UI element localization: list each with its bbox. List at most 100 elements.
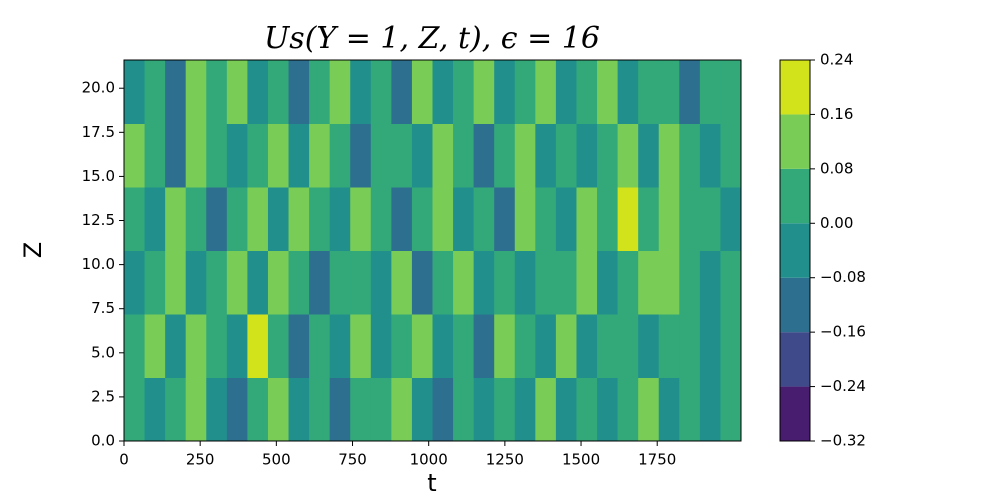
contour-cell xyxy=(617,123,639,188)
contour-cell xyxy=(658,377,680,441)
contour-cell xyxy=(555,60,577,124)
contour-cell xyxy=(206,123,228,188)
contour-cell xyxy=(473,187,495,251)
contour-cell xyxy=(720,123,741,188)
contour-cell xyxy=(370,377,392,441)
contour-cell xyxy=(658,314,680,378)
contour-cell xyxy=(206,314,228,378)
contour-cell xyxy=(638,314,660,378)
contour-cell xyxy=(206,187,228,251)
contour-cell xyxy=(288,377,310,441)
contour-field xyxy=(124,60,741,441)
contour-cell xyxy=(350,60,372,124)
contour-cell xyxy=(309,123,331,188)
contour-cell xyxy=(679,377,701,441)
contour-cell xyxy=(597,377,619,441)
contour-cell xyxy=(679,123,701,188)
plot-frame xyxy=(123,59,742,442)
contour-cell xyxy=(309,60,331,124)
contour-cell xyxy=(370,123,392,188)
x-tick-label: 750 xyxy=(338,451,367,469)
colorbar-tick-label: 0.16 xyxy=(820,105,853,123)
contour-cell xyxy=(514,314,536,378)
contour-cell xyxy=(267,123,290,188)
contour-cell xyxy=(494,250,516,315)
colorbar-tick-label: −0.32 xyxy=(820,432,866,450)
contour-cell xyxy=(185,377,207,441)
y-tick-label: 15.0 xyxy=(82,167,115,185)
colorbar-tick-label: −0.24 xyxy=(820,377,866,395)
contour-cell xyxy=(309,377,331,441)
contour-cell xyxy=(679,60,701,124)
contour-cell xyxy=(247,250,269,315)
contour-cell xyxy=(185,250,207,315)
contour-cell xyxy=(679,187,701,251)
contour-cell xyxy=(597,250,619,315)
contour-cell xyxy=(494,187,516,251)
colorbar-band xyxy=(780,114,810,169)
x-tick-label: 500 xyxy=(262,451,291,469)
contour-cell xyxy=(535,60,557,124)
contour-cell xyxy=(720,377,741,441)
contour-cell xyxy=(185,314,207,378)
contour-cell xyxy=(309,187,331,251)
contour-cell xyxy=(309,314,331,378)
contour-cell xyxy=(185,187,207,251)
colorbar-band xyxy=(780,168,810,224)
colorbar-tick-label: 0.24 xyxy=(820,51,853,69)
contour-cell xyxy=(597,123,619,188)
contour-cell xyxy=(226,250,248,315)
contour-cell xyxy=(597,314,619,378)
contour-cell xyxy=(453,314,475,378)
y-tick-label: 2.5 xyxy=(91,387,115,405)
x-tick-label: 0 xyxy=(119,451,129,469)
contour-cell xyxy=(658,250,680,315)
contour-cell xyxy=(576,187,598,251)
contour-cell xyxy=(699,250,721,315)
contour-cell xyxy=(329,377,351,441)
contour-cell xyxy=(329,123,351,188)
contour-cell xyxy=(555,314,577,378)
contour-cell xyxy=(638,60,660,124)
contour-cell xyxy=(432,314,454,378)
contour-cell xyxy=(617,314,639,378)
contour-cell xyxy=(288,123,310,188)
contour-cell xyxy=(267,187,290,251)
contour-cell xyxy=(699,123,721,188)
contour-cell xyxy=(391,314,413,378)
chart-title: Us(Y = 1, Z, t), ϵ = 16 xyxy=(264,21,600,56)
contour-cell xyxy=(124,123,146,188)
contour-cell xyxy=(370,60,392,124)
contour-cell xyxy=(247,314,269,378)
contour-cell xyxy=(597,187,619,251)
contour-cell xyxy=(720,187,741,251)
y-tick-label: 10.0 xyxy=(82,255,115,273)
contour-cell xyxy=(165,187,187,251)
contour-cell xyxy=(453,60,475,124)
contour-cell xyxy=(247,187,269,251)
colorbar-tick-label: 0.08 xyxy=(820,159,853,177)
contour-cell xyxy=(638,187,660,251)
contour-cell xyxy=(288,250,310,315)
contour-cell xyxy=(514,60,536,124)
contour-cell xyxy=(247,377,269,441)
contour-cell xyxy=(535,123,557,188)
contour-cell xyxy=(350,314,372,378)
colorbar-tick-label: 0.00 xyxy=(820,214,853,232)
contour-cell xyxy=(370,314,392,378)
contour-cell xyxy=(473,250,495,315)
contour-cell xyxy=(350,123,372,188)
contour-cell xyxy=(514,123,536,188)
contour-cell xyxy=(185,123,207,188)
x-tick-label: 1250 xyxy=(486,451,524,469)
contour-cell xyxy=(288,314,310,378)
contour-cell xyxy=(658,187,680,251)
contour-cell xyxy=(473,123,495,188)
contour-cell xyxy=(226,123,248,188)
contour-cell xyxy=(679,250,701,315)
contour-cell xyxy=(267,314,290,378)
contour-cell xyxy=(329,250,351,315)
y-tick-label: 7.5 xyxy=(91,299,115,317)
colorbar-band xyxy=(780,60,810,115)
contour-cell xyxy=(658,123,680,188)
